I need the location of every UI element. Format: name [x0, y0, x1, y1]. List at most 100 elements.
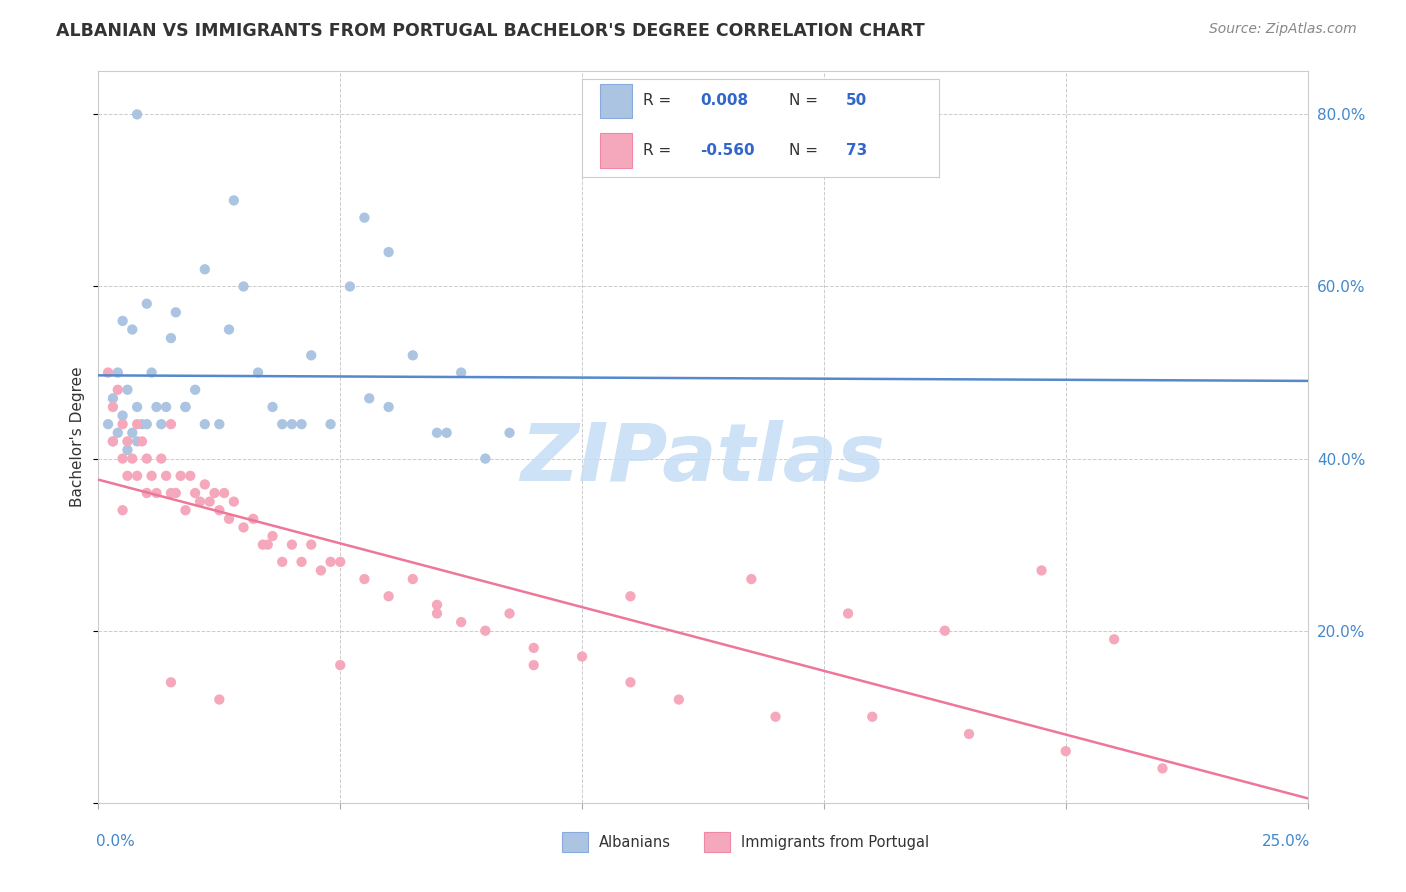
Point: [402, 348, 425, 362]
Text: 0.0%: 0.0%: [96, 834, 135, 849]
Point: [957, 727, 980, 741]
Point: [256, 538, 278, 552]
Point: [127, 107, 149, 121]
Point: [111, 503, 134, 517]
Point: [117, 383, 139, 397]
Point: [353, 572, 375, 586]
Point: [107, 425, 129, 440]
Point: [426, 598, 449, 612]
Point: [329, 555, 352, 569]
Point: [174, 400, 197, 414]
Point: [290, 555, 312, 569]
Point: [218, 512, 240, 526]
Point: [160, 331, 183, 345]
Point: [262, 529, 284, 543]
Point: [402, 572, 425, 586]
Point: [619, 589, 641, 603]
Point: [329, 658, 352, 673]
Point: [150, 451, 173, 466]
Point: [107, 383, 129, 397]
Point: [111, 451, 134, 466]
Point: [135, 451, 157, 466]
Point: [436, 425, 458, 440]
Point: [101, 392, 124, 406]
Point: [290, 417, 312, 432]
Point: [474, 624, 496, 638]
Point: [160, 675, 183, 690]
Point: [498, 425, 520, 440]
Point: [299, 538, 322, 552]
Point: [299, 348, 322, 362]
Point: [155, 468, 177, 483]
Point: [222, 494, 245, 508]
Point: [353, 211, 375, 225]
Point: [179, 468, 201, 483]
Point: [155, 400, 177, 414]
Point: [740, 572, 762, 586]
Point: [174, 503, 197, 517]
Point: [765, 710, 787, 724]
Point: [145, 486, 167, 500]
Point: [111, 314, 134, 328]
Point: [837, 607, 859, 621]
Point: [101, 400, 124, 414]
Point: [117, 442, 139, 457]
Point: [281, 538, 304, 552]
Point: [232, 520, 254, 534]
Point: [150, 417, 173, 432]
Point: [127, 400, 149, 414]
Point: [97, 417, 120, 432]
Point: [101, 434, 124, 449]
Point: [141, 366, 163, 380]
Point: [127, 417, 149, 432]
Point: [1152, 761, 1174, 775]
Point: [131, 417, 153, 432]
Point: [117, 468, 139, 483]
Point: [319, 417, 342, 432]
Point: [426, 607, 449, 621]
Point: [218, 322, 240, 336]
Point: [359, 392, 381, 406]
Point: [121, 322, 143, 336]
Point: [860, 710, 883, 724]
Text: Source: ZipAtlas.com: Source: ZipAtlas.com: [1209, 22, 1357, 37]
Point: [198, 494, 221, 508]
Point: [165, 305, 187, 319]
Point: [107, 366, 129, 380]
Point: [97, 366, 120, 380]
Point: [377, 245, 399, 260]
Point: [141, 468, 163, 483]
Point: [174, 400, 197, 414]
Point: [111, 417, 134, 432]
Point: [121, 451, 143, 466]
Y-axis label: Bachelor's Degree: Bachelor's Degree: [70, 367, 86, 508]
Point: [135, 296, 157, 310]
Point: [208, 692, 231, 706]
Point: [184, 383, 207, 397]
Point: [252, 538, 274, 552]
Point: [1102, 632, 1125, 647]
Point: [212, 486, 235, 500]
Point: [450, 615, 472, 629]
Point: [204, 486, 226, 500]
Text: ALBANIAN VS IMMIGRANTS FROM PORTUGAL BACHELOR'S DEGREE CORRELATION CHART: ALBANIAN VS IMMIGRANTS FROM PORTUGAL BAC…: [56, 22, 925, 40]
Text: Albanians: Albanians: [599, 836, 671, 850]
Point: [271, 417, 294, 432]
Point: [101, 434, 124, 449]
Point: [377, 400, 399, 414]
Text: Immigrants from Portugal: Immigrants from Portugal: [741, 836, 929, 850]
Point: [145, 400, 167, 414]
Point: [160, 486, 183, 500]
Point: [160, 417, 183, 432]
Point: [523, 640, 546, 655]
Point: [668, 692, 690, 706]
Point: [232, 279, 254, 293]
Text: 25.0%: 25.0%: [1263, 834, 1310, 849]
Point: [117, 434, 139, 449]
Point: [121, 425, 143, 440]
Point: [377, 589, 399, 603]
Point: [127, 434, 149, 449]
Point: [135, 417, 157, 432]
Point: [111, 409, 134, 423]
Point: [184, 486, 207, 500]
